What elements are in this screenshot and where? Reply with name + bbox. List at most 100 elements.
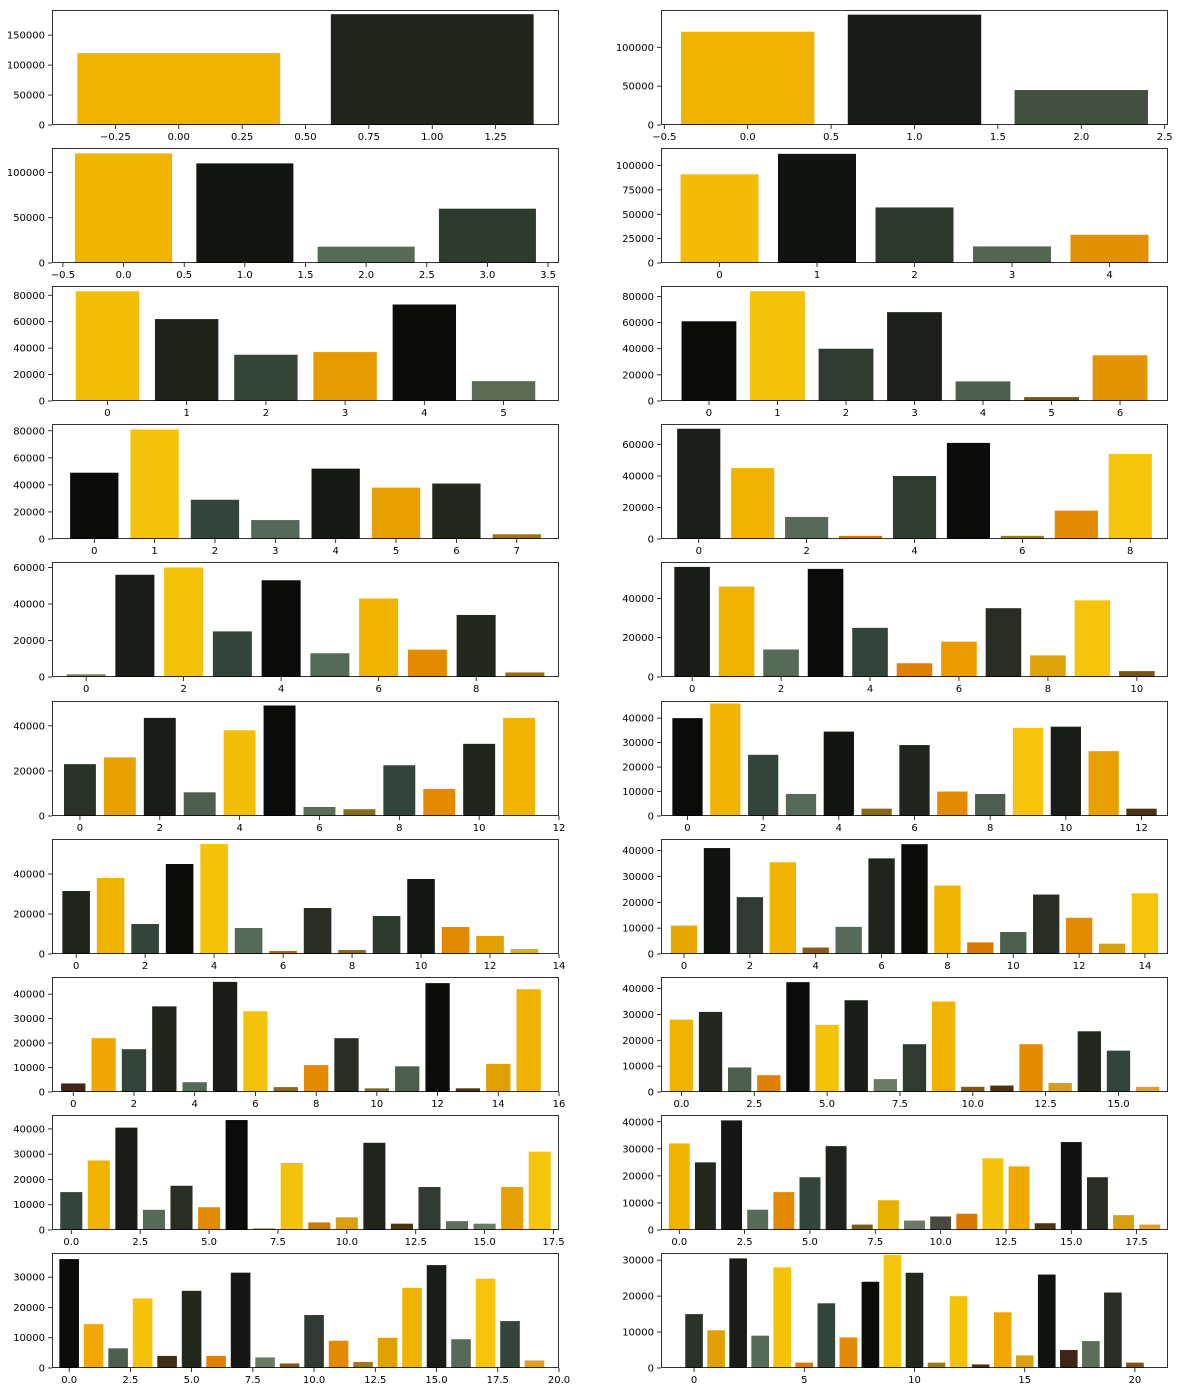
bar-4 [261,580,301,677]
bar-0 [75,291,140,401]
bar-2 [234,354,298,401]
bar-2 [115,1127,138,1230]
y-tick-label: 40000 [13,480,45,491]
bar-7 [407,649,447,677]
bars [674,566,1155,677]
bars [62,844,539,954]
bar-10 [961,1086,985,1092]
bar-12 [476,936,504,954]
bar-9 [505,672,545,677]
x-axis: 0 1 2 3 4 5 [104,401,507,419]
x-tick-label: 1 [183,408,189,419]
bar-0 [669,1019,694,1092]
y-tick-label: 100000 [616,161,654,172]
bar-4 [157,1355,177,1368]
bar-2 [317,246,415,263]
y-tick-label: 30000 [13,1150,45,1161]
bar-2 [729,1258,747,1368]
bar-1 [87,1160,110,1230]
x-tick-label: 5.0 [802,1237,818,1248]
x-tick-label: 15.0 [425,1375,447,1386]
bar-1 [750,291,805,401]
y-tick-label: 0 [39,812,45,823]
y-axis: 0 10000 20000 30000 40000 [622,984,661,1099]
bar-4 [311,468,360,539]
bar-5 [1024,397,1079,401]
y-tick-label: 0 [648,812,654,823]
y-tick-label: 0 [648,673,654,684]
bar-15 [1060,1142,1082,1230]
x-axis: 0 2 4 6 8 10 [689,677,1143,695]
x-tick-label: 10 [1131,684,1144,695]
bar-chart-13: 0 2 4 6 8 10 12 14 0 20000 40000 [13,839,565,972]
bar-2 [721,1120,743,1230]
bar-12 [390,1223,413,1230]
y-tick-label: 10000 [622,787,654,798]
bars [672,703,1157,816]
x-tick-label: 10.0 [962,1099,984,1110]
bar-7 [873,1079,898,1092]
bar-11 [927,1362,946,1368]
bar-12 [982,1158,1004,1230]
x-axis: 0 2 4 6 8 10 12 14 16 [70,1092,565,1110]
bar-13 [418,1187,441,1230]
y-tick-label: 60000 [622,318,654,329]
bar-2 [763,649,799,677]
x-tick-label: 20.0 [548,1375,570,1386]
x-tick-label: 0.0 [116,270,132,281]
bar-chart-6: 0 1 2 3 4 5 6 0 20000 40000 60000 80000 [622,286,1168,419]
bar-8 [975,793,1006,816]
y-tick-label: 30000 [13,1014,45,1025]
axes-frame [52,286,559,401]
bar-14 [486,1063,511,1092]
x-tick-label: 0 [681,961,687,972]
y-axis: 0 10000 20000 30000 [13,1273,52,1375]
bar-13 [510,949,539,954]
bar-17 [1059,1350,1078,1368]
x-tick-label: 0 [691,1375,697,1386]
x-tick-label: 0 [83,684,89,695]
y-axis: 0 50000 100000 [616,43,661,132]
x-tick-label: 15.0 [1107,1099,1129,1110]
axes-frame [52,1115,559,1230]
axes-frame [52,148,559,263]
bar-14 [402,1287,422,1368]
x-tick-label: 1.25 [484,132,506,143]
bar-6 [1000,535,1044,539]
bar-8 [303,1065,329,1092]
x-tick-label: 4 [278,684,284,695]
y-tick-label: 80000 [622,292,654,303]
x-tick-label: 2.5 [1157,132,1173,143]
bar-chart-16: 0.0 2.5 5.0 7.5 10.0 12.5 15.0 0 10000 20000 30000… [622,977,1168,1110]
bar-1 [96,878,125,954]
x-tick-label: 2 [142,961,148,972]
x-tick-label: 0.50 [294,132,316,143]
bar-chart-17: 0.0 2.5 5.0 7.5 10.0 12.5 15.0 17.5 0 10000 20000 3… [13,1115,565,1248]
x-tick-label: 2 [747,961,753,972]
bar-0 [681,31,815,125]
x-tick-label: 6 [1117,408,1123,419]
x-tick-label: 17.5 [542,1237,564,1248]
bar-5 [371,487,421,539]
bar-0 [59,1259,79,1368]
y-tick-label: 0 [39,673,45,684]
y-tick-label: 60000 [13,453,45,464]
y-tick-label: 40000 [622,1117,654,1128]
bar-12 [1065,917,1093,954]
x-tick-label: 20 [1129,1375,1142,1386]
x-tick-label: −0.5 [51,270,75,281]
bar-chart-2: −0.5 0.0 0.5 1.0 1.5 2.0 2.5 0 50000 100000 [616,10,1173,143]
bar-1 [698,1011,723,1092]
bar-chart-18: 0.0 2.5 5.0 7.5 10.0 12.5 15.0 17.5 0 10000 20000 3… [622,1115,1168,1248]
x-tick-label: 15.0 [473,1237,495,1248]
bar-chart-12: 0 2 4 6 8 10 12 0 10000 20000 30000 40000 [622,701,1168,834]
x-tick-label: 15 [1018,1375,1031,1386]
y-tick-label: 20000 [13,636,45,647]
bar-5 [212,981,238,1092]
bar-16 [1086,1177,1108,1230]
x-tick-label: 10 [908,1375,921,1386]
bar-3 [751,1335,770,1368]
x-tick-label: 4 [980,408,986,419]
bar-5 [815,1024,839,1092]
y-tick-label: 50000 [622,210,654,221]
